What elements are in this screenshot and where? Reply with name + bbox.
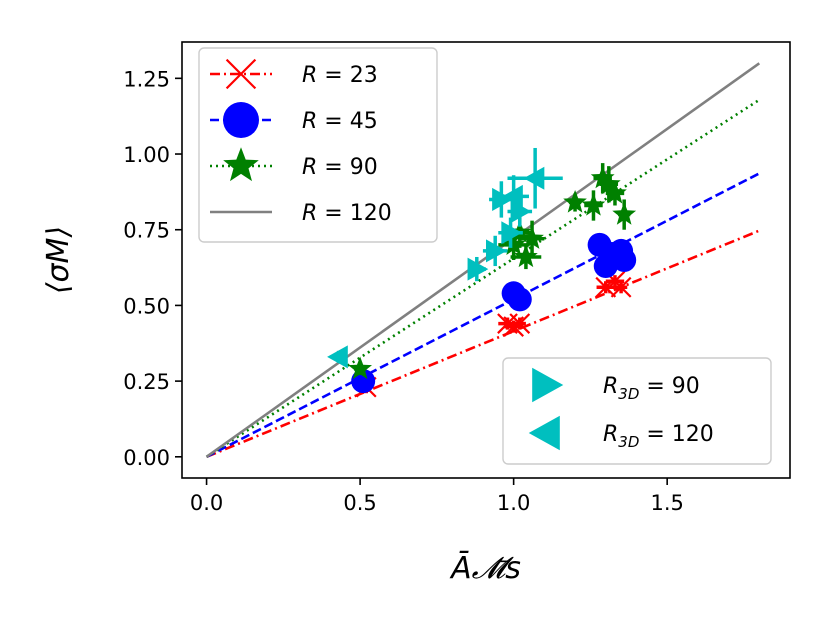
legend-marker [528, 415, 560, 451]
data-point [523, 166, 545, 190]
data-point [610, 276, 632, 298]
data-point [612, 248, 637, 272]
y-tick-label: 1.25 [123, 67, 170, 91]
legend-marker [223, 147, 259, 182]
legend-main: R = 23 R = 45 R = 90 R = 120 [198, 47, 438, 243]
y-tick-label: 0.50 [123, 294, 170, 318]
legend-label: R = 45 [302, 109, 378, 134]
series-1 [351, 232, 637, 394]
x-tick-label: 1.5 [650, 491, 683, 515]
data-point [492, 187, 513, 211]
data-point [520, 226, 544, 249]
data-point [467, 257, 489, 281]
data-point [509, 313, 531, 334]
data-point [603, 180, 627, 204]
data-point [510, 200, 532, 224]
y-axis-label: ⟨σM⟩ [41, 226, 76, 294]
data-point [501, 232, 526, 255]
y-tick-label: 0.25 [123, 370, 170, 394]
y-tick-label: 0.75 [123, 219, 170, 243]
x-tick-label: 1.0 [497, 491, 530, 515]
data-point [612, 202, 637, 225]
axis-ticks: 0.0 0.5 1.0 1.5 0.00 0.25 0.50 0.75 1.00 1.25 [123, 67, 684, 515]
legend-main-box [198, 47, 438, 243]
data-point [563, 190, 587, 213]
data-point [502, 184, 523, 208]
legend-marker [532, 367, 564, 403]
data-point [514, 244, 538, 268]
data-point [501, 221, 523, 245]
legend-label: R = 23 [302, 63, 378, 88]
series-4 [327, 147, 563, 369]
data-point [590, 165, 615, 189]
data-point [327, 345, 348, 369]
legend-3d: R3D = 90 R3D = 120 [502, 357, 772, 465]
legend-marker [225, 58, 257, 90]
legend-label: R3D = 120 [603, 422, 714, 451]
series-2 [348, 163, 637, 380]
fit-line-3 [205, 62, 761, 458]
data-point [485, 239, 507, 263]
x-tick-label: 0.0 [190, 491, 223, 515]
data-point [348, 356, 372, 380]
data-points [327, 147, 637, 398]
x-tick-label: 0.5 [343, 491, 376, 515]
legend-label: R3D = 90 [603, 374, 700, 403]
legend-3d-box [502, 357, 772, 465]
y-tick-label: 1.00 [123, 143, 170, 167]
x-axis-label: Ā𝓜̄s [449, 550, 521, 586]
data-point [597, 171, 621, 195]
plot-frame [181, 41, 791, 479]
data-point [507, 287, 532, 312]
legend-label: R = 120 [302, 201, 392, 226]
legend-marker [223, 102, 259, 138]
fit-line-2 [205, 98, 760, 458]
legend-label: R = 90 [302, 155, 378, 180]
y-tick-label: 0.00 [123, 446, 170, 470]
fit-lines [205, 62, 761, 459]
data-point [581, 193, 606, 216]
